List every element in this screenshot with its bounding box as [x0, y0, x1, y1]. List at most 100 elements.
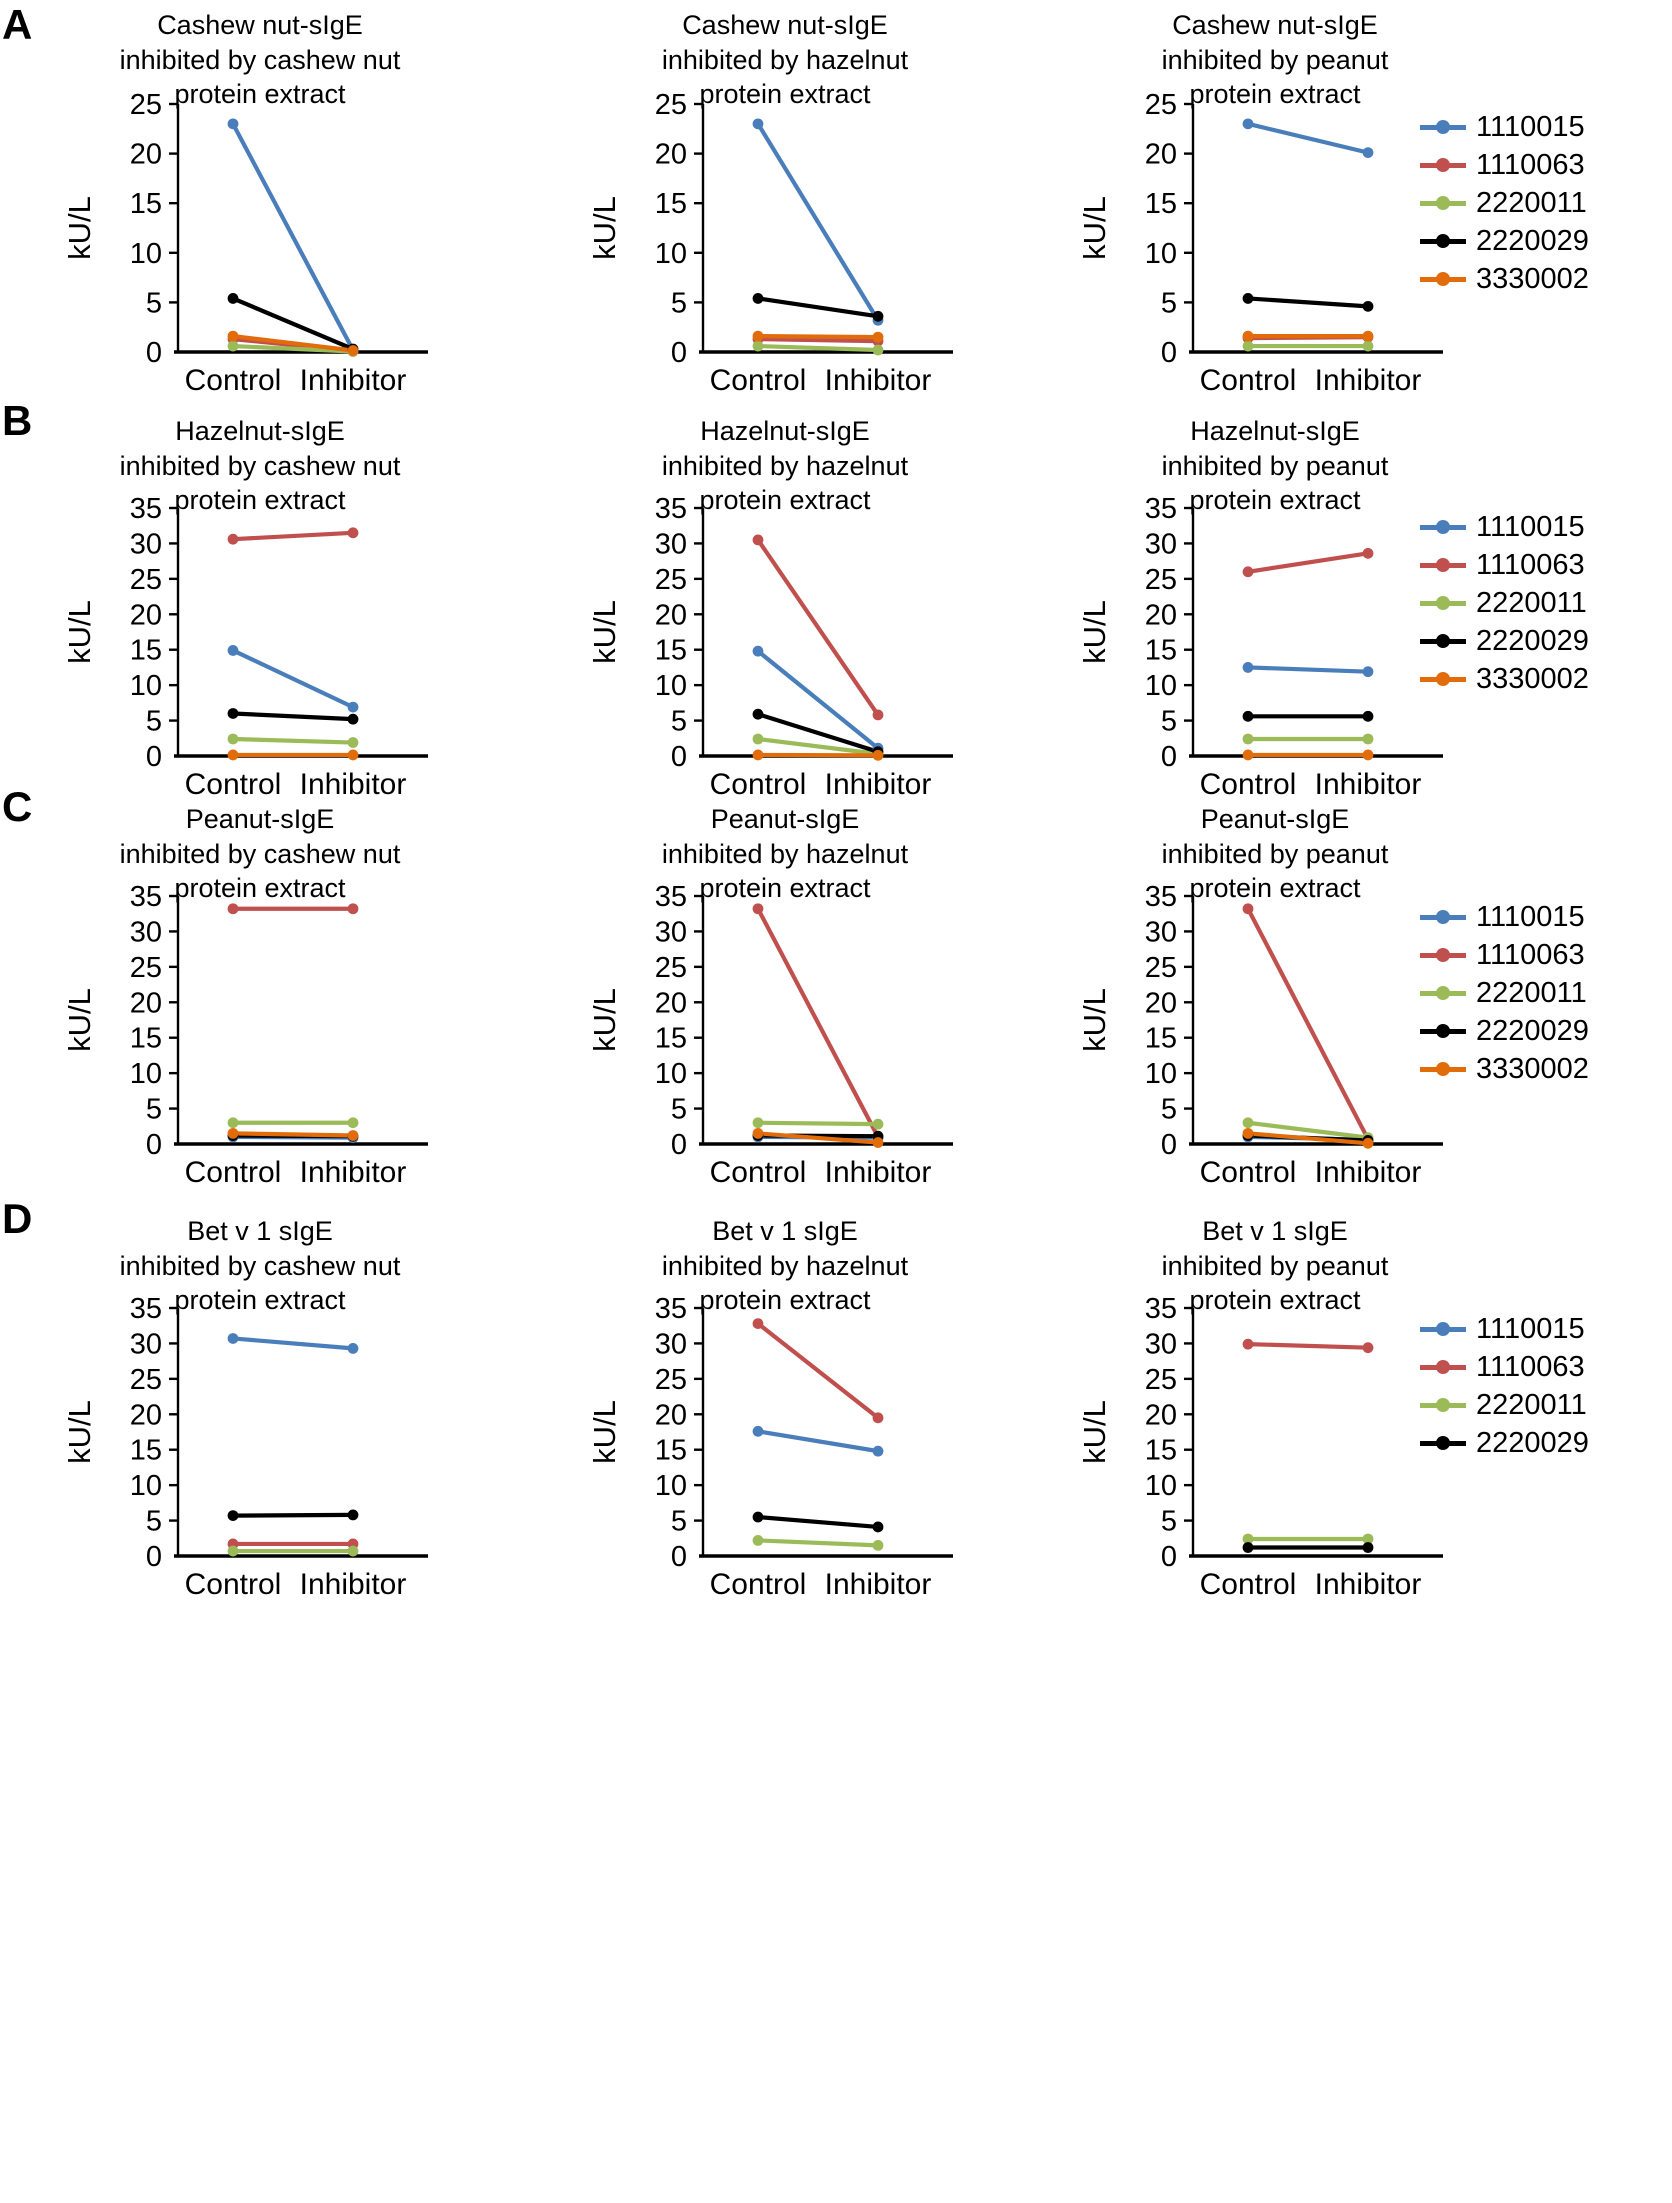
series-line-2220011: [755, 1120, 881, 1127]
legend-item-1110015[interactable]: 1110015: [1420, 898, 1589, 936]
y-tick-label: 15: [655, 635, 687, 667]
y-axis-title: kU/L: [62, 1400, 97, 1464]
data-point-2220011-control: [227, 1545, 239, 1557]
legend-label: 2220029: [1476, 1014, 1589, 1047]
legend-item-1110015[interactable]: 1110015: [1420, 108, 1589, 146]
legend: 1110015 1110063 2220011 2220029 3330002: [1420, 898, 1589, 1088]
data-point-1110063-control: [1242, 903, 1254, 915]
y-tick-label: 30: [1145, 1328, 1177, 1360]
x-tick-label-control: Control: [710, 1568, 807, 1601]
data-point-1110063-inhibitor: [872, 1412, 884, 1424]
legend-item-1110063[interactable]: 1110063: [1420, 1348, 1589, 1386]
y-tick-label: 10: [1145, 1470, 1177, 1502]
y-tick-label: 10: [130, 1470, 162, 1502]
data-point-2220029-control: [1242, 1542, 1254, 1553]
x-tick-label-control: Control: [185, 364, 282, 397]
y-tick-label: 25: [1145, 952, 1177, 984]
data-point-2220029-inhibitor: [1362, 1542, 1374, 1553]
legend-item-2220011[interactable]: 2220011: [1420, 974, 1589, 1012]
x-tick-label-inhibitor: Inhibitor: [825, 768, 932, 801]
data-point-2220011-control: [1242, 1117, 1254, 1129]
series-line-1110063: [755, 1321, 881, 1420]
data-point-1110015-inhibitor: [347, 701, 359, 713]
x-tick-label-control: Control: [185, 1156, 282, 1189]
legend-swatch-2220029: [1420, 1021, 1466, 1041]
data-point-2220029-inhibitor: [347, 1509, 359, 1521]
data-point-2220029-inhibitor: [1362, 300, 1374, 312]
legend-item-1110063[interactable]: 1110063: [1420, 936, 1589, 974]
y-tick-label: 10: [655, 670, 687, 702]
y-tick-label: 30: [655, 916, 687, 948]
data-point-2220029-control: [752, 293, 764, 304]
y-tick-label: 35: [1145, 1293, 1177, 1325]
x-tick-label-inhibitor: Inhibitor: [825, 1568, 932, 1601]
legend-item-1110015[interactable]: 1110015: [1420, 1310, 1589, 1348]
panel-D: D Bet v 1 sIgE inhibited by cashew nut pr…: [0, 0, 1672, 1602]
data-point-1110015-control: [1242, 118, 1254, 130]
y-tick-label: 15: [1145, 188, 1177, 220]
data-point-2220011-inhibitor: [1362, 1533, 1374, 1545]
legend-item-2220029[interactable]: 2220029: [1420, 1424, 1589, 1462]
legend-item-3330002[interactable]: 3330002: [1420, 260, 1589, 298]
data-point-2220029-control: [1242, 293, 1254, 304]
data-point-3330002-inhibitor: [347, 345, 359, 356]
data-point-2220029-control: [227, 1510, 239, 1522]
legend-item-2220029[interactable]: 2220029: [1420, 622, 1589, 660]
data-point-3330002-control: [752, 1127, 764, 1139]
legend-item-1110063[interactable]: 1110063: [1420, 546, 1589, 584]
legend-swatch-3330002: [1420, 269, 1466, 289]
y-tick-label: 35: [130, 493, 162, 525]
panel-letter-A: A: [2, 1, 33, 48]
legend-item-2220029[interactable]: 2220029: [1420, 1012, 1589, 1050]
legend-label: 1110063: [1476, 1350, 1585, 1383]
data-point-1110015-inhibitor: [872, 1445, 884, 1457]
legend-item-3330002[interactable]: 3330002: [1420, 660, 1589, 698]
series-line-1110063: [230, 530, 356, 542]
legend: 1110015 1110063 2220011 2220029: [1420, 1310, 1589, 1462]
y-tick-label: 20: [1145, 139, 1177, 171]
y-tick-label: 5: [1161, 1506, 1177, 1538]
data-point-2220011-inhibitor: [1362, 733, 1374, 745]
x-tick-label-control: Control: [1200, 1156, 1297, 1189]
y-tick-label: 25: [1145, 564, 1177, 596]
series-line-1110063: [755, 337, 881, 344]
legend-label: 2220011: [1476, 186, 1587, 219]
plot-area-A2: 0 5 10 15 20 25 Control Inhibitor kU/L: [585, 86, 985, 416]
x-tick-label-inhibitor: Inhibitor: [300, 1568, 407, 1601]
x-tick-label-control: Control: [1200, 1568, 1297, 1601]
data-point-1110015-inhibitor: [1362, 666, 1374, 678]
legend-item-2220011[interactable]: 2220011: [1420, 184, 1589, 222]
y-tick-label: 0: [671, 1129, 687, 1161]
y-tick-label: 5: [671, 1506, 687, 1538]
legend-swatch-2220011: [1420, 1395, 1466, 1415]
legend-item-3330002[interactable]: 3330002: [1420, 1050, 1589, 1088]
legend-item-1110015[interactable]: 1110015: [1420, 508, 1589, 546]
legend-label: 1110015: [1476, 1312, 1585, 1345]
data-point-1110015-control: [227, 645, 239, 656]
y-tick-label: 10: [130, 1058, 162, 1090]
plot-column-D1: Bet v 1 sIgE inhibited by cashew nut pro…: [60, 1212, 460, 1762]
data-point-2220011-control: [227, 733, 239, 745]
plot-svg-A-1: 0 5 10 15 20 25 Control Inhibitor kU/L: [62, 89, 428, 397]
legend-item-1110063[interactable]: 1110063: [1420, 146, 1589, 184]
series-line-1110015: [230, 121, 356, 353]
legend-item-2220011[interactable]: 2220011: [1420, 1386, 1589, 1424]
data-point-2220029-inhibitor: [1362, 710, 1374, 722]
y-tick-label: 25: [655, 952, 687, 984]
legend-label: 2220029: [1476, 224, 1589, 257]
legend-item-2220029[interactable]: 2220029: [1420, 222, 1589, 260]
data-point-2220029-inhibitor: [872, 310, 884, 322]
x-tick-label-inhibitor: Inhibitor: [1315, 1568, 1422, 1601]
series-line-2220011: [755, 1538, 881, 1548]
y-tick-label: 15: [130, 1435, 162, 1467]
legend-swatch-2220029: [1420, 631, 1466, 651]
data-point-2220029-control: [227, 293, 239, 304]
legend-item-2220011[interactable]: 2220011: [1420, 584, 1589, 622]
plot-column-D3: Bet v 1 sIgE inhibited by peanut protein…: [1075, 1212, 1475, 1762]
y-tick-label: 0: [146, 741, 162, 773]
data-point-3330002-control: [752, 330, 764, 342]
series-line-2220011: [1245, 1120, 1371, 1140]
data-point-3330002-inhibitor: [872, 1137, 884, 1148]
y-tick-label: 25: [1145, 1364, 1177, 1396]
panel-B: B Hazelnut-sIgE inhibited by cashew nut p…: [0, 0, 1672, 802]
